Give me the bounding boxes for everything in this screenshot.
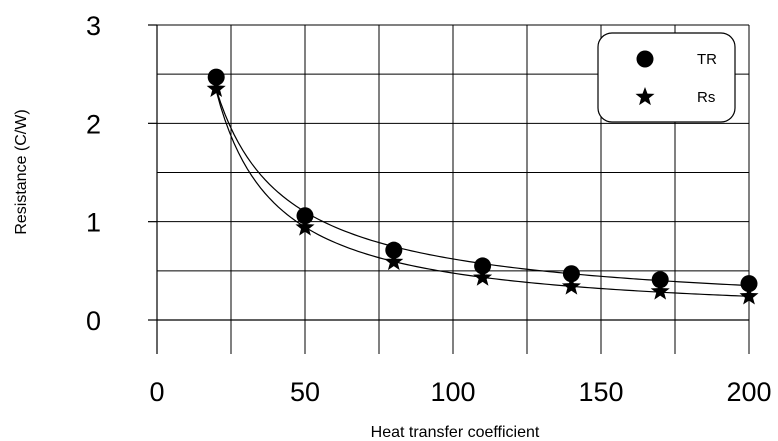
data-point-tr [385,241,403,259]
data-point-tr [740,275,758,293]
y-axis-label: Resistance (C/W) [13,109,30,234]
y-tick-label: 2 [86,109,101,139]
data-point-tr [562,265,580,283]
y-tick-label: 0 [86,306,101,336]
legend-label-tr: TR [697,51,717,68]
data-point-tr [651,271,669,289]
y-tick-label: 3 [86,11,101,41]
legend-marker-rs [635,87,655,106]
x-tick-label: 150 [578,377,623,407]
data-point-tr [296,207,314,225]
y-tick-label: 1 [86,208,101,238]
x-tick-label: 100 [430,377,475,407]
legend-marker-tr [636,50,654,68]
data-point-rs [206,78,226,98]
legend-label-rs: Rs [697,89,715,106]
data-point-rs [650,281,670,300]
x-tick-label: 0 [149,377,164,407]
data-points [206,68,759,305]
x-tick-label: 200 [726,377,771,407]
data-point-tr [474,257,492,275]
data-point-rs [473,267,493,286]
x-axis-label: Heat transfer coefficient [371,424,540,441]
axes [148,24,749,354]
data-point-rs [739,286,759,305]
legend: TR Rs [597,32,736,123]
data-point-rs [295,217,315,236]
x-tick-label: 50 [290,377,320,407]
data-point-tr [207,68,225,86]
tick-labels: 0 50 100 150 200 0 1 2 3 [86,11,772,407]
legend-box [597,32,736,123]
data-point-rs [384,251,404,271]
data-point-rs [561,276,581,295]
